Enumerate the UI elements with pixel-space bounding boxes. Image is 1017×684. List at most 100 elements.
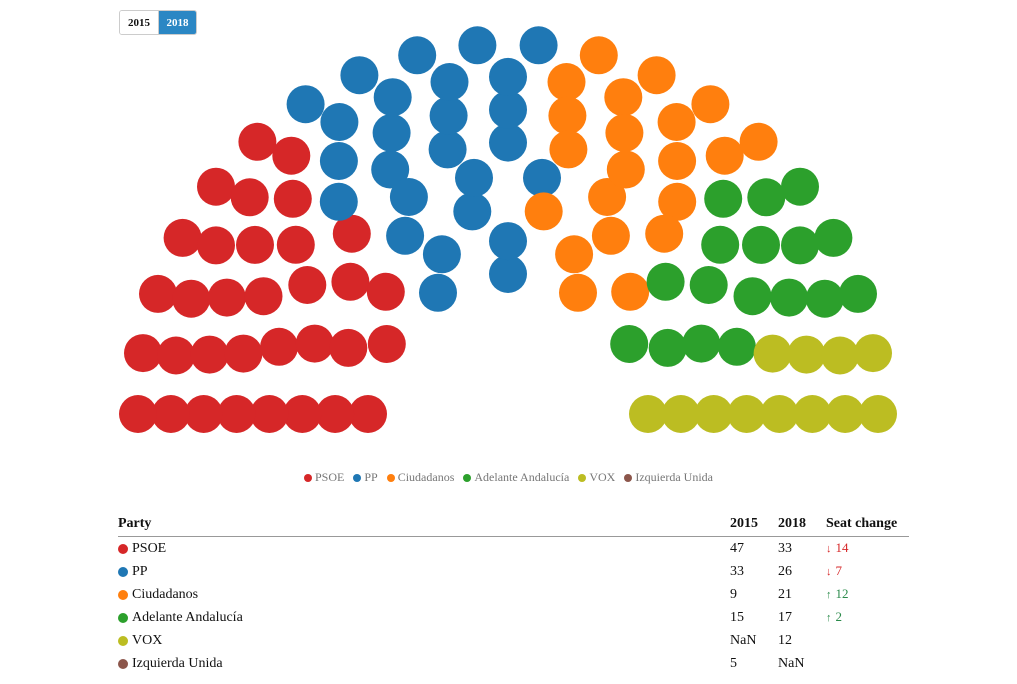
- legend-color-dot: [353, 473, 362, 482]
- seat-vox: [727, 395, 766, 433]
- seat-vox: [694, 395, 733, 433]
- seat-vox: [793, 395, 832, 433]
- seat-adelante-andaluc-a: [781, 167, 819, 206]
- table-row: PSOE 47 33 ↓ 14: [118, 537, 909, 561]
- seat-adelante-andaluc-a: [704, 179, 743, 218]
- seat-pp: [489, 90, 527, 129]
- seat-pp: [430, 63, 469, 101]
- seat-psoe: [329, 328, 368, 367]
- header-party: Party: [118, 512, 730, 537]
- seat-adelante-andaluc-a: [610, 325, 649, 363]
- seat-psoe: [139, 274, 177, 313]
- party-cell: PSOE: [118, 537, 730, 561]
- seat-vox: [787, 335, 826, 374]
- seat-change: ↓ 7: [826, 560, 909, 583]
- seat-ciudadanos: [591, 216, 630, 255]
- legend-color-dot: [578, 473, 587, 482]
- legend-color-dot: [386, 473, 395, 482]
- legend-label: Ciudadanos: [397, 470, 455, 484]
- legend-color-dot: [624, 473, 633, 482]
- seat-psoe: [316, 395, 355, 433]
- seat-ciudadanos: [691, 85, 730, 124]
- seat-ciudadanos: [658, 182, 697, 221]
- year-button-2018[interactable]: 2018: [158, 11, 196, 34]
- year-button-2015[interactable]: 2015: [120, 11, 158, 34]
- seat-psoe: [250, 395, 289, 433]
- seat-ciudadanos: [549, 130, 588, 169]
- party-cell: Adelante Andalucía: [118, 606, 730, 629]
- legend-label: PSOE: [315, 470, 345, 484]
- party-cell: Ciudadanos: [118, 583, 730, 606]
- seat-pp: [489, 123, 527, 162]
- seat-psoe: [295, 324, 334, 363]
- seat-pp: [371, 150, 410, 189]
- seat-pp: [422, 235, 461, 274]
- seat-change-value: 2: [835, 609, 843, 624]
- seat-adelante-andaluc-a: [648, 328, 687, 367]
- seat-ciudadanos: [658, 142, 697, 180]
- seat-change-value: 14: [835, 540, 849, 555]
- seat-ciudadanos: [705, 136, 744, 175]
- seat-change: [826, 652, 909, 675]
- seat-vox: [854, 334, 892, 373]
- seats-2018: 12: [778, 632, 792, 648]
- seat-ciudadanos: [645, 214, 684, 253]
- seat-pp: [428, 130, 467, 169]
- party-color-dot: [118, 658, 128, 669]
- seat-ciudadanos: [606, 150, 645, 189]
- arrow-down-icon: ↓: [826, 566, 832, 578]
- party-color-dot: [118, 612, 128, 623]
- seat-vox: [826, 395, 865, 433]
- seat-pp: [319, 142, 358, 180]
- seat-adelante-andaluc-a: [733, 277, 772, 316]
- seat-psoe: [230, 178, 269, 217]
- seat-change: [826, 629, 909, 652]
- seat-psoe: [236, 225, 274, 264]
- seat-psoe: [260, 327, 299, 366]
- seat-adelante-andaluc-a: [781, 226, 819, 265]
- seat-change: ↑ 2: [826, 606, 909, 629]
- seat-pp: [489, 57, 527, 96]
- seat-change: ↑ 12: [826, 583, 909, 606]
- seat-adelante-andaluc-a: [682, 324, 721, 363]
- seats-2018: 26: [778, 563, 792, 579]
- seats-2018: NaN: [778, 655, 805, 671]
- seat-psoe: [367, 325, 406, 363]
- arrow-down-icon: ↓: [826, 543, 832, 555]
- seat-pp: [389, 178, 428, 216]
- legend-label: VOX: [589, 470, 616, 484]
- legend-label: PP: [364, 470, 378, 484]
- seat-adelante-andaluc-a: [646, 262, 685, 301]
- seat-pp: [373, 78, 412, 117]
- seats-2015: 47: [730, 540, 744, 556]
- seats-2015: 9: [730, 586, 737, 602]
- seat-pp: [286, 85, 325, 124]
- seats-2018: 17: [778, 609, 792, 625]
- seat-psoe: [217, 395, 256, 433]
- legend-item: VOX: [578, 470, 615, 485]
- seat-pp: [386, 216, 425, 255]
- party-name: PP: [132, 563, 148, 579]
- seat-psoe: [273, 179, 312, 218]
- arrow-up-icon: ↑: [826, 589, 832, 601]
- party-cell: VOX: [118, 629, 730, 652]
- seat-vox: [859, 395, 897, 433]
- seat-ciudadanos: [588, 178, 627, 216]
- header-2015: 2015: [730, 512, 778, 537]
- seat-adelante-andaluc-a: [742, 225, 780, 264]
- seat-pp: [340, 56, 379, 95]
- party-cell: Izquierda Unida: [118, 652, 730, 675]
- seat-change-value: 12: [835, 586, 849, 601]
- seat-ciudadanos: [579, 36, 618, 75]
- seat-psoe: [190, 335, 229, 374]
- legend-item: Adelante Andalucía: [463, 470, 569, 485]
- seat-psoe: [197, 226, 235, 265]
- seat-psoe: [283, 395, 322, 433]
- party-color-dot: [118, 543, 128, 554]
- seat-ciudadanos: [548, 96, 587, 135]
- seats-2018: 33: [778, 540, 792, 556]
- seat-psoe: [288, 266, 327, 304]
- parliament-chart: [119, 26, 897, 433]
- seat-adelante-andaluc-a: [814, 218, 853, 257]
- seat-psoe: [207, 278, 246, 317]
